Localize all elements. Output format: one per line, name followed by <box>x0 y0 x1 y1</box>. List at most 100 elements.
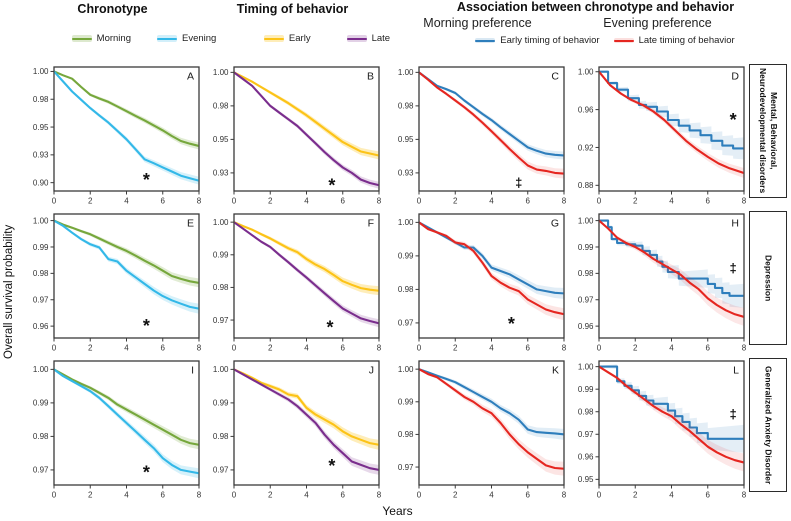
survival-chart-D: 1.00 0.96 0.92 0.880 2 4 6 8 * D <box>578 66 747 206</box>
svg-text:8: 8 <box>742 491 747 500</box>
row-label-text: Mental, Behavioral, Neurodevelopmental d… <box>758 68 780 194</box>
svg-text:*: * <box>328 456 335 476</box>
svg-text:0.99: 0.99 <box>578 385 594 394</box>
svg-text:6: 6 <box>526 197 531 206</box>
svg-text:8: 8 <box>742 197 747 206</box>
svg-text:0: 0 <box>417 344 422 353</box>
svg-text:8: 8 <box>377 197 382 206</box>
legend-label: Evening <box>181 33 217 44</box>
panel-L: 1.00 0.99 0.98 0.97 0.96 0.95 0 2 4 6 8 ‡ L <box>565 356 750 506</box>
svg-text:0: 0 <box>417 197 422 206</box>
svg-text:0.99: 0.99 <box>33 243 49 252</box>
svg-text:0.88: 0.88 <box>578 181 594 190</box>
svg-text:2: 2 <box>453 491 458 500</box>
svg-text:6: 6 <box>341 491 346 500</box>
svg-text:0: 0 <box>417 491 422 500</box>
svg-text:2: 2 <box>633 197 638 206</box>
legend-item-late: Late <box>346 33 390 44</box>
svg-text:4: 4 <box>489 491 494 500</box>
svg-text:6: 6 <box>161 197 166 206</box>
panel-E: 1.00 0.99 0.98 0.97 0.96 0 2 4 6 8 * E <box>20 209 205 359</box>
subheader-morning-preference: Morning preference <box>423 16 532 30</box>
svg-text:0.95: 0.95 <box>33 123 49 132</box>
svg-text:*: * <box>328 175 335 195</box>
svg-text:6: 6 <box>526 491 531 500</box>
svg-text:6: 6 <box>341 197 346 206</box>
svg-text:6: 6 <box>706 491 711 500</box>
svg-text:*: * <box>143 463 150 483</box>
svg-text:0.93: 0.93 <box>398 169 414 178</box>
svg-text:0.99: 0.99 <box>33 399 49 408</box>
svg-text:B: B <box>367 71 374 83</box>
svg-text:2: 2 <box>268 491 273 500</box>
svg-text:0: 0 <box>52 491 57 500</box>
survival-chart-J: 1.00 0.99 0.98 0.97 0 2 4 6 8 * J <box>213 360 382 500</box>
svg-text:8: 8 <box>562 197 567 206</box>
svg-text:8: 8 <box>562 491 567 500</box>
svg-text:4: 4 <box>304 197 309 206</box>
svg-text:A: A <box>187 71 194 83</box>
svg-text:0.95: 0.95 <box>213 135 229 144</box>
svg-text:0.98: 0.98 <box>213 102 229 111</box>
panel-J: 1.00 0.99 0.98 0.97 0 2 4 6 8 * J <box>200 356 385 506</box>
svg-text:0.98: 0.98 <box>578 269 594 278</box>
svg-text:2: 2 <box>88 491 93 500</box>
svg-text:0: 0 <box>52 344 57 353</box>
svg-text:H: H <box>731 218 739 230</box>
svg-text:4: 4 <box>124 491 129 500</box>
svg-text:0.97: 0.97 <box>398 319 414 328</box>
svg-text:4: 4 <box>124 344 129 353</box>
svg-text:D: D <box>731 71 739 83</box>
panel-H: 1.00 0.99 0.98 0.97 0.96 0 2 4 6 8 ‡ H <box>565 209 750 359</box>
svg-text:K: K <box>552 365 559 377</box>
svg-text:4: 4 <box>304 491 309 500</box>
legend-swatch-icon <box>346 35 367 42</box>
legend-label: Early <box>288 33 311 44</box>
legend-item-late-timing-of-behavior: Late timing of behavior <box>613 35 735 46</box>
svg-text:0.98: 0.98 <box>33 269 49 278</box>
svg-text:1.00: 1.00 <box>213 365 229 374</box>
svg-text:2: 2 <box>88 344 93 353</box>
svg-text:*: * <box>143 170 150 190</box>
svg-text:*: * <box>143 316 150 336</box>
y-axis-label: Overall survival probability <box>3 224 15 359</box>
svg-text:0.98: 0.98 <box>213 432 229 441</box>
svg-text:C: C <box>551 71 559 83</box>
svg-text:6: 6 <box>526 344 531 353</box>
svg-text:4: 4 <box>124 197 129 206</box>
svg-text:L: L <box>733 365 739 377</box>
panel-G: 1.00 0.99 0.98 0.97 0 2 4 6 8 * G <box>385 209 570 359</box>
svg-text:6: 6 <box>706 344 711 353</box>
legend-label: Morning <box>96 33 131 44</box>
row-label-depression: Depression <box>749 211 787 345</box>
subheader-evening-preference: Evening preference <box>603 16 712 30</box>
svg-text:0.96: 0.96 <box>578 105 594 114</box>
svg-text:0.96: 0.96 <box>578 453 594 462</box>
svg-text:0.97: 0.97 <box>213 466 229 475</box>
svg-text:0: 0 <box>597 197 602 206</box>
svg-text:0: 0 <box>232 491 237 500</box>
svg-text:0.97: 0.97 <box>398 463 414 472</box>
svg-text:G: G <box>551 218 559 230</box>
svg-text:4: 4 <box>669 344 674 353</box>
svg-text:8: 8 <box>197 491 202 500</box>
svg-text:0.99: 0.99 <box>578 243 594 252</box>
svg-text:1.00: 1.00 <box>33 216 49 225</box>
svg-text:1.00: 1.00 <box>398 68 414 77</box>
svg-text:0.93: 0.93 <box>33 151 49 160</box>
legend-item-morning: Morning <box>71 33 131 44</box>
svg-text:0.98: 0.98 <box>213 283 229 292</box>
svg-text:1.00: 1.00 <box>578 68 594 77</box>
svg-text:0.99: 0.99 <box>398 398 414 407</box>
survival-chart-H: 1.00 0.99 0.98 0.97 0.96 0 2 4 6 8 ‡ H <box>578 213 747 353</box>
svg-text:1.00: 1.00 <box>398 365 414 374</box>
column-title-association: Association between chronotype and behav… <box>456 0 735 14</box>
svg-text:0.99: 0.99 <box>398 252 414 261</box>
svg-text:6: 6 <box>161 491 166 500</box>
svg-text:8: 8 <box>377 344 382 353</box>
x-axis-label: Years <box>382 504 413 518</box>
svg-text:0.97: 0.97 <box>213 316 229 325</box>
svg-text:8: 8 <box>197 344 202 353</box>
svg-text:8: 8 <box>562 344 567 353</box>
